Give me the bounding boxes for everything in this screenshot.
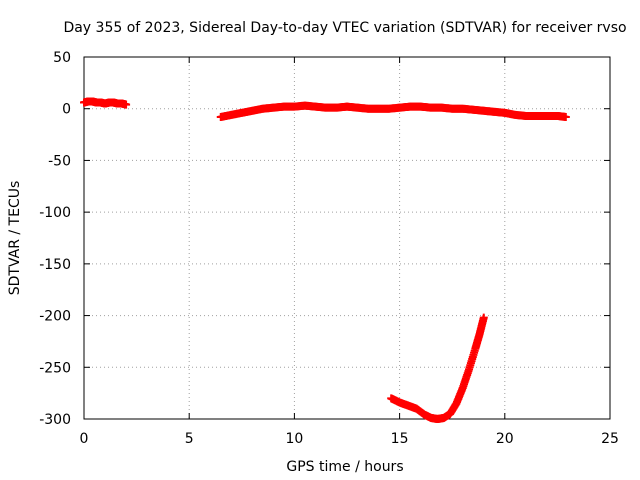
plot-frame <box>83 56 611 420</box>
x-tick-label: 15 <box>391 431 409 447</box>
x-tick-label: 25 <box>601 431 619 447</box>
y-tick-label: -200 <box>39 309 71 325</box>
x-axis: 0 5 10 15 20 25 <box>80 57 619 447</box>
y-axis-label: SDTVAR / TECUs <box>7 181 23 296</box>
y-tick-label: 50 <box>53 50 71 66</box>
y-tick-label: -250 <box>39 360 71 376</box>
data-point-marker <box>479 313 488 322</box>
y-tick-label: -100 <box>39 205 71 221</box>
y-tick-label: -50 <box>48 153 71 169</box>
x-tick-label: 5 <box>185 431 194 447</box>
x-tick-label: 20 <box>496 431 514 447</box>
x-axis-label: GPS time / hours <box>286 459 403 475</box>
series-segment <box>216 101 570 121</box>
data-point-marker <box>561 112 570 121</box>
x-tick-label: 10 <box>285 431 303 447</box>
x-tick-label: 0 <box>80 431 89 447</box>
y-axis: 50 0 -50 -100 -150 -200 -250 -300 <box>39 50 610 428</box>
series-segment <box>387 313 488 423</box>
data-series <box>80 97 570 423</box>
chart-title: Day 355 of 2023, Sidereal Day-to-day VTE… <box>63 20 626 36</box>
y-tick-label: -150 <box>39 257 71 273</box>
series-segment <box>80 97 131 109</box>
data-point-marker <box>122 100 131 109</box>
y-tick-label: 0 <box>62 102 71 118</box>
y-tick-label: -300 <box>39 412 71 428</box>
grid-lines <box>84 57 610 419</box>
